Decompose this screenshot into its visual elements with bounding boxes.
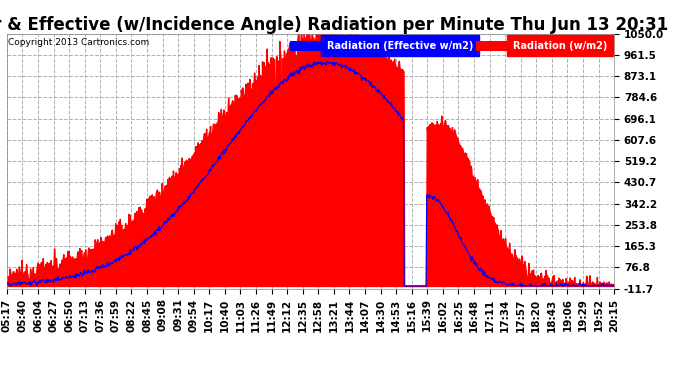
Text: Copyright 2013 Cartronics.com: Copyright 2013 Cartronics.com	[8, 38, 149, 46]
Title: Solar & Effective (w/Incidence Angle) Radiation per Minute Thu Jun 13 20:31: Solar & Effective (w/Incidence Angle) Ra…	[0, 16, 668, 34]
Legend: Radiation (Effective w/m2), Radiation (w/m2): Radiation (Effective w/m2), Radiation (w…	[288, 39, 609, 53]
